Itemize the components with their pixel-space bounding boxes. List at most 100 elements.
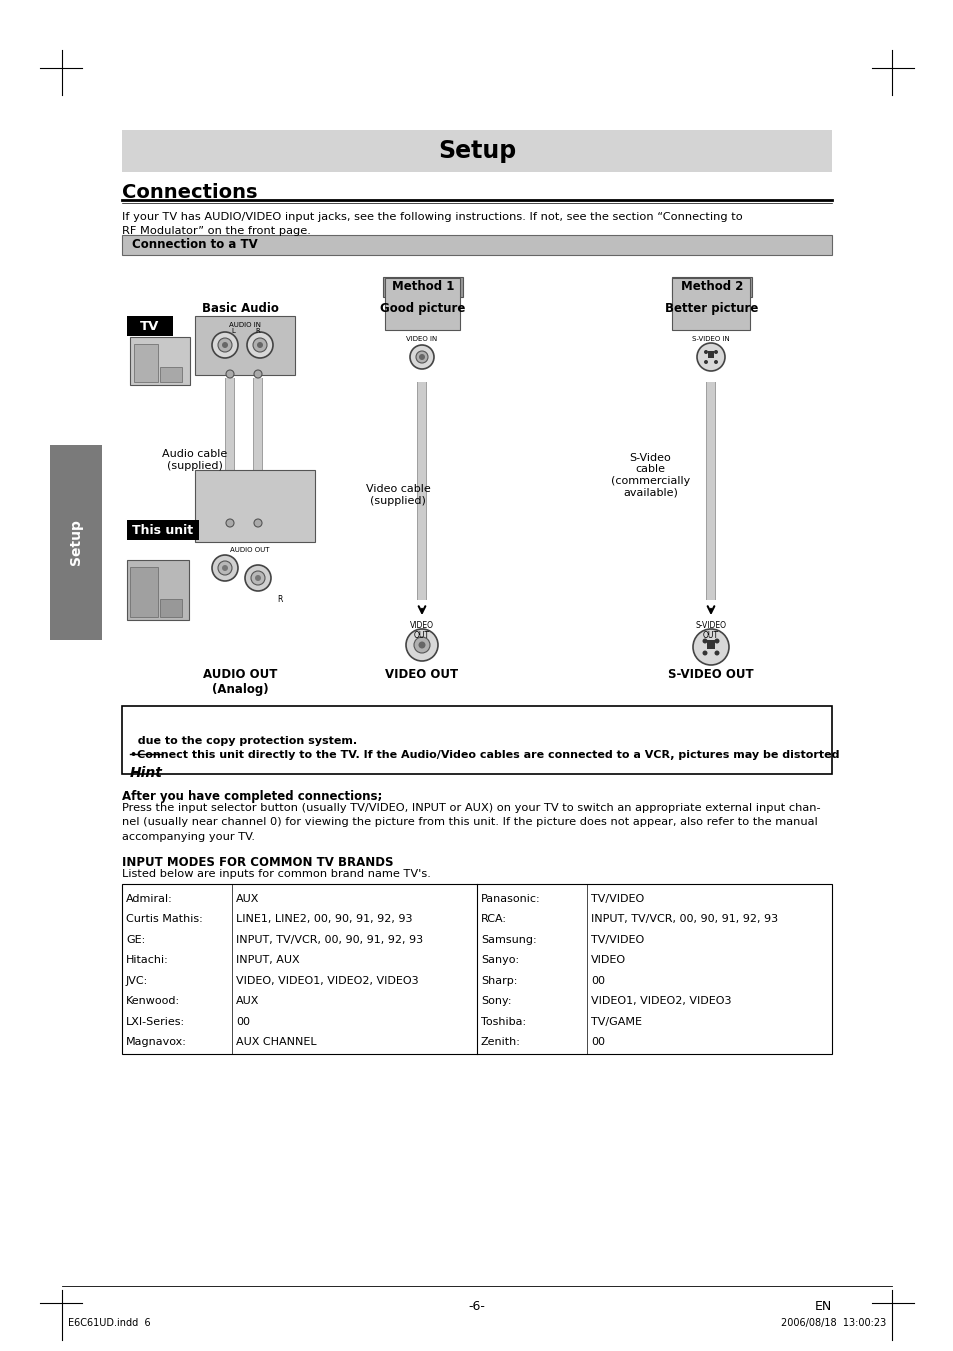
Circle shape xyxy=(226,370,233,378)
Circle shape xyxy=(714,650,719,655)
Text: S-Video
cable
(commercially
available): S-Video cable (commercially available) xyxy=(610,453,689,497)
Circle shape xyxy=(212,332,237,358)
Circle shape xyxy=(418,354,424,359)
Text: RCA:: RCA: xyxy=(480,915,506,924)
Circle shape xyxy=(253,338,267,353)
Circle shape xyxy=(701,650,707,655)
Text: Samsung:: Samsung: xyxy=(480,935,536,944)
Text: S-VIDEO IN: S-VIDEO IN xyxy=(691,336,729,342)
FancyBboxPatch shape xyxy=(706,640,714,648)
Circle shape xyxy=(222,565,228,571)
FancyBboxPatch shape xyxy=(122,707,831,774)
Text: due to the copy protection system.: due to the copy protection system. xyxy=(130,736,356,746)
Text: R: R xyxy=(255,328,260,334)
Text: Listed below are inputs for common brand name TV's.: Listed below are inputs for common brand… xyxy=(122,869,431,880)
Circle shape xyxy=(212,555,237,581)
Text: Method 1: Method 1 xyxy=(392,281,454,293)
Text: AUX: AUX xyxy=(235,894,259,904)
FancyBboxPatch shape xyxy=(160,598,182,617)
Text: Good picture: Good picture xyxy=(380,303,465,315)
Circle shape xyxy=(414,638,430,653)
Text: Sanyo:: Sanyo: xyxy=(480,955,518,966)
Text: Method 2: Method 2 xyxy=(680,281,742,293)
FancyBboxPatch shape xyxy=(130,336,190,385)
Circle shape xyxy=(222,342,228,349)
Text: VIDEO: VIDEO xyxy=(590,955,625,966)
Text: TV: TV xyxy=(140,319,159,332)
Polygon shape xyxy=(194,316,294,376)
FancyBboxPatch shape xyxy=(385,278,459,330)
FancyBboxPatch shape xyxy=(671,277,751,297)
FancyBboxPatch shape xyxy=(130,567,158,617)
Text: After you have completed connections;: After you have completed connections; xyxy=(122,790,382,802)
Circle shape xyxy=(713,350,718,354)
Text: 00: 00 xyxy=(590,1038,604,1047)
FancyBboxPatch shape xyxy=(122,884,831,1054)
FancyBboxPatch shape xyxy=(382,277,462,297)
FancyBboxPatch shape xyxy=(127,561,189,620)
Circle shape xyxy=(697,343,724,372)
Text: Hint: Hint xyxy=(130,766,163,780)
Text: S-VIDEO OUT: S-VIDEO OUT xyxy=(667,667,753,681)
FancyBboxPatch shape xyxy=(707,351,713,358)
Text: Magnavox:: Magnavox: xyxy=(126,1038,187,1047)
Text: TV/GAME: TV/GAME xyxy=(590,1017,641,1027)
Text: Setup: Setup xyxy=(437,139,516,163)
Text: L: L xyxy=(231,328,234,334)
Text: INPUT, AUX: INPUT, AUX xyxy=(235,955,299,966)
Text: INPUT, TV/VCR, 00, 90, 91, 92, 93: INPUT, TV/VCR, 00, 90, 91, 92, 93 xyxy=(235,935,423,944)
Circle shape xyxy=(254,576,261,581)
Circle shape xyxy=(410,345,434,369)
FancyBboxPatch shape xyxy=(194,470,314,542)
Text: EN: EN xyxy=(814,1300,831,1313)
FancyBboxPatch shape xyxy=(160,367,182,382)
Text: Kenwood:: Kenwood: xyxy=(126,997,180,1006)
Text: Curtis Mathis:: Curtis Mathis: xyxy=(126,915,203,924)
Text: Connections: Connections xyxy=(122,182,257,203)
Text: E6C61UD.indd  6: E6C61UD.indd 6 xyxy=(68,1319,151,1328)
Text: AUDIO OUT: AUDIO OUT xyxy=(230,547,269,553)
Text: Setup: Setup xyxy=(69,519,83,565)
Text: INPUT MODES FOR COMMON TV BRANDS: INPUT MODES FOR COMMON TV BRANDS xyxy=(122,857,393,869)
Text: VIDEO1, VIDEO2, VIDEO3: VIDEO1, VIDEO2, VIDEO3 xyxy=(590,997,731,1006)
Text: GE:: GE: xyxy=(126,935,145,944)
FancyBboxPatch shape xyxy=(127,520,199,540)
Circle shape xyxy=(701,639,707,643)
FancyBboxPatch shape xyxy=(122,235,831,255)
Circle shape xyxy=(713,359,718,363)
Text: R: R xyxy=(277,596,282,604)
Text: VIDEO
OUT: VIDEO OUT xyxy=(410,621,434,640)
Circle shape xyxy=(218,338,232,353)
Text: Zenith:: Zenith: xyxy=(480,1038,520,1047)
FancyBboxPatch shape xyxy=(671,278,749,330)
Text: Panasonic:: Panasonic: xyxy=(480,894,540,904)
Text: Hitachi:: Hitachi: xyxy=(126,955,169,966)
Text: S-VIDEO
OUT: S-VIDEO OUT xyxy=(695,621,726,640)
Circle shape xyxy=(703,350,707,354)
Text: This unit: This unit xyxy=(132,523,193,536)
Circle shape xyxy=(703,359,707,363)
Text: Sony:: Sony: xyxy=(480,997,511,1006)
Circle shape xyxy=(251,571,265,585)
Circle shape xyxy=(253,370,262,378)
Circle shape xyxy=(714,639,719,643)
Text: Basic Audio: Basic Audio xyxy=(201,303,278,315)
Circle shape xyxy=(253,519,262,527)
Text: Audio cable
(supplied): Audio cable (supplied) xyxy=(162,449,228,470)
Text: -6-: -6- xyxy=(468,1300,485,1313)
Circle shape xyxy=(692,630,728,665)
Text: LXI-Series:: LXI-Series: xyxy=(126,1017,185,1027)
Text: Toshiba:: Toshiba: xyxy=(480,1017,525,1027)
Circle shape xyxy=(256,342,263,349)
Text: VIDEO, VIDEO1, VIDEO2, VIDEO3: VIDEO, VIDEO1, VIDEO2, VIDEO3 xyxy=(235,975,418,986)
Text: TV/VIDEO: TV/VIDEO xyxy=(590,935,643,944)
Text: AUDIO OUT
(Analog): AUDIO OUT (Analog) xyxy=(203,667,277,696)
Text: •Connect this unit directly to the TV. If the Audio/Video cables are connected t: •Connect this unit directly to the TV. I… xyxy=(130,750,839,761)
Text: JVC:: JVC: xyxy=(126,975,148,986)
Circle shape xyxy=(247,332,273,358)
Text: Connection to a TV: Connection to a TV xyxy=(132,239,257,251)
Circle shape xyxy=(218,561,232,576)
FancyBboxPatch shape xyxy=(127,316,172,336)
Text: TV/VIDEO: TV/VIDEO xyxy=(590,894,643,904)
Text: AUX CHANNEL: AUX CHANNEL xyxy=(235,1038,316,1047)
